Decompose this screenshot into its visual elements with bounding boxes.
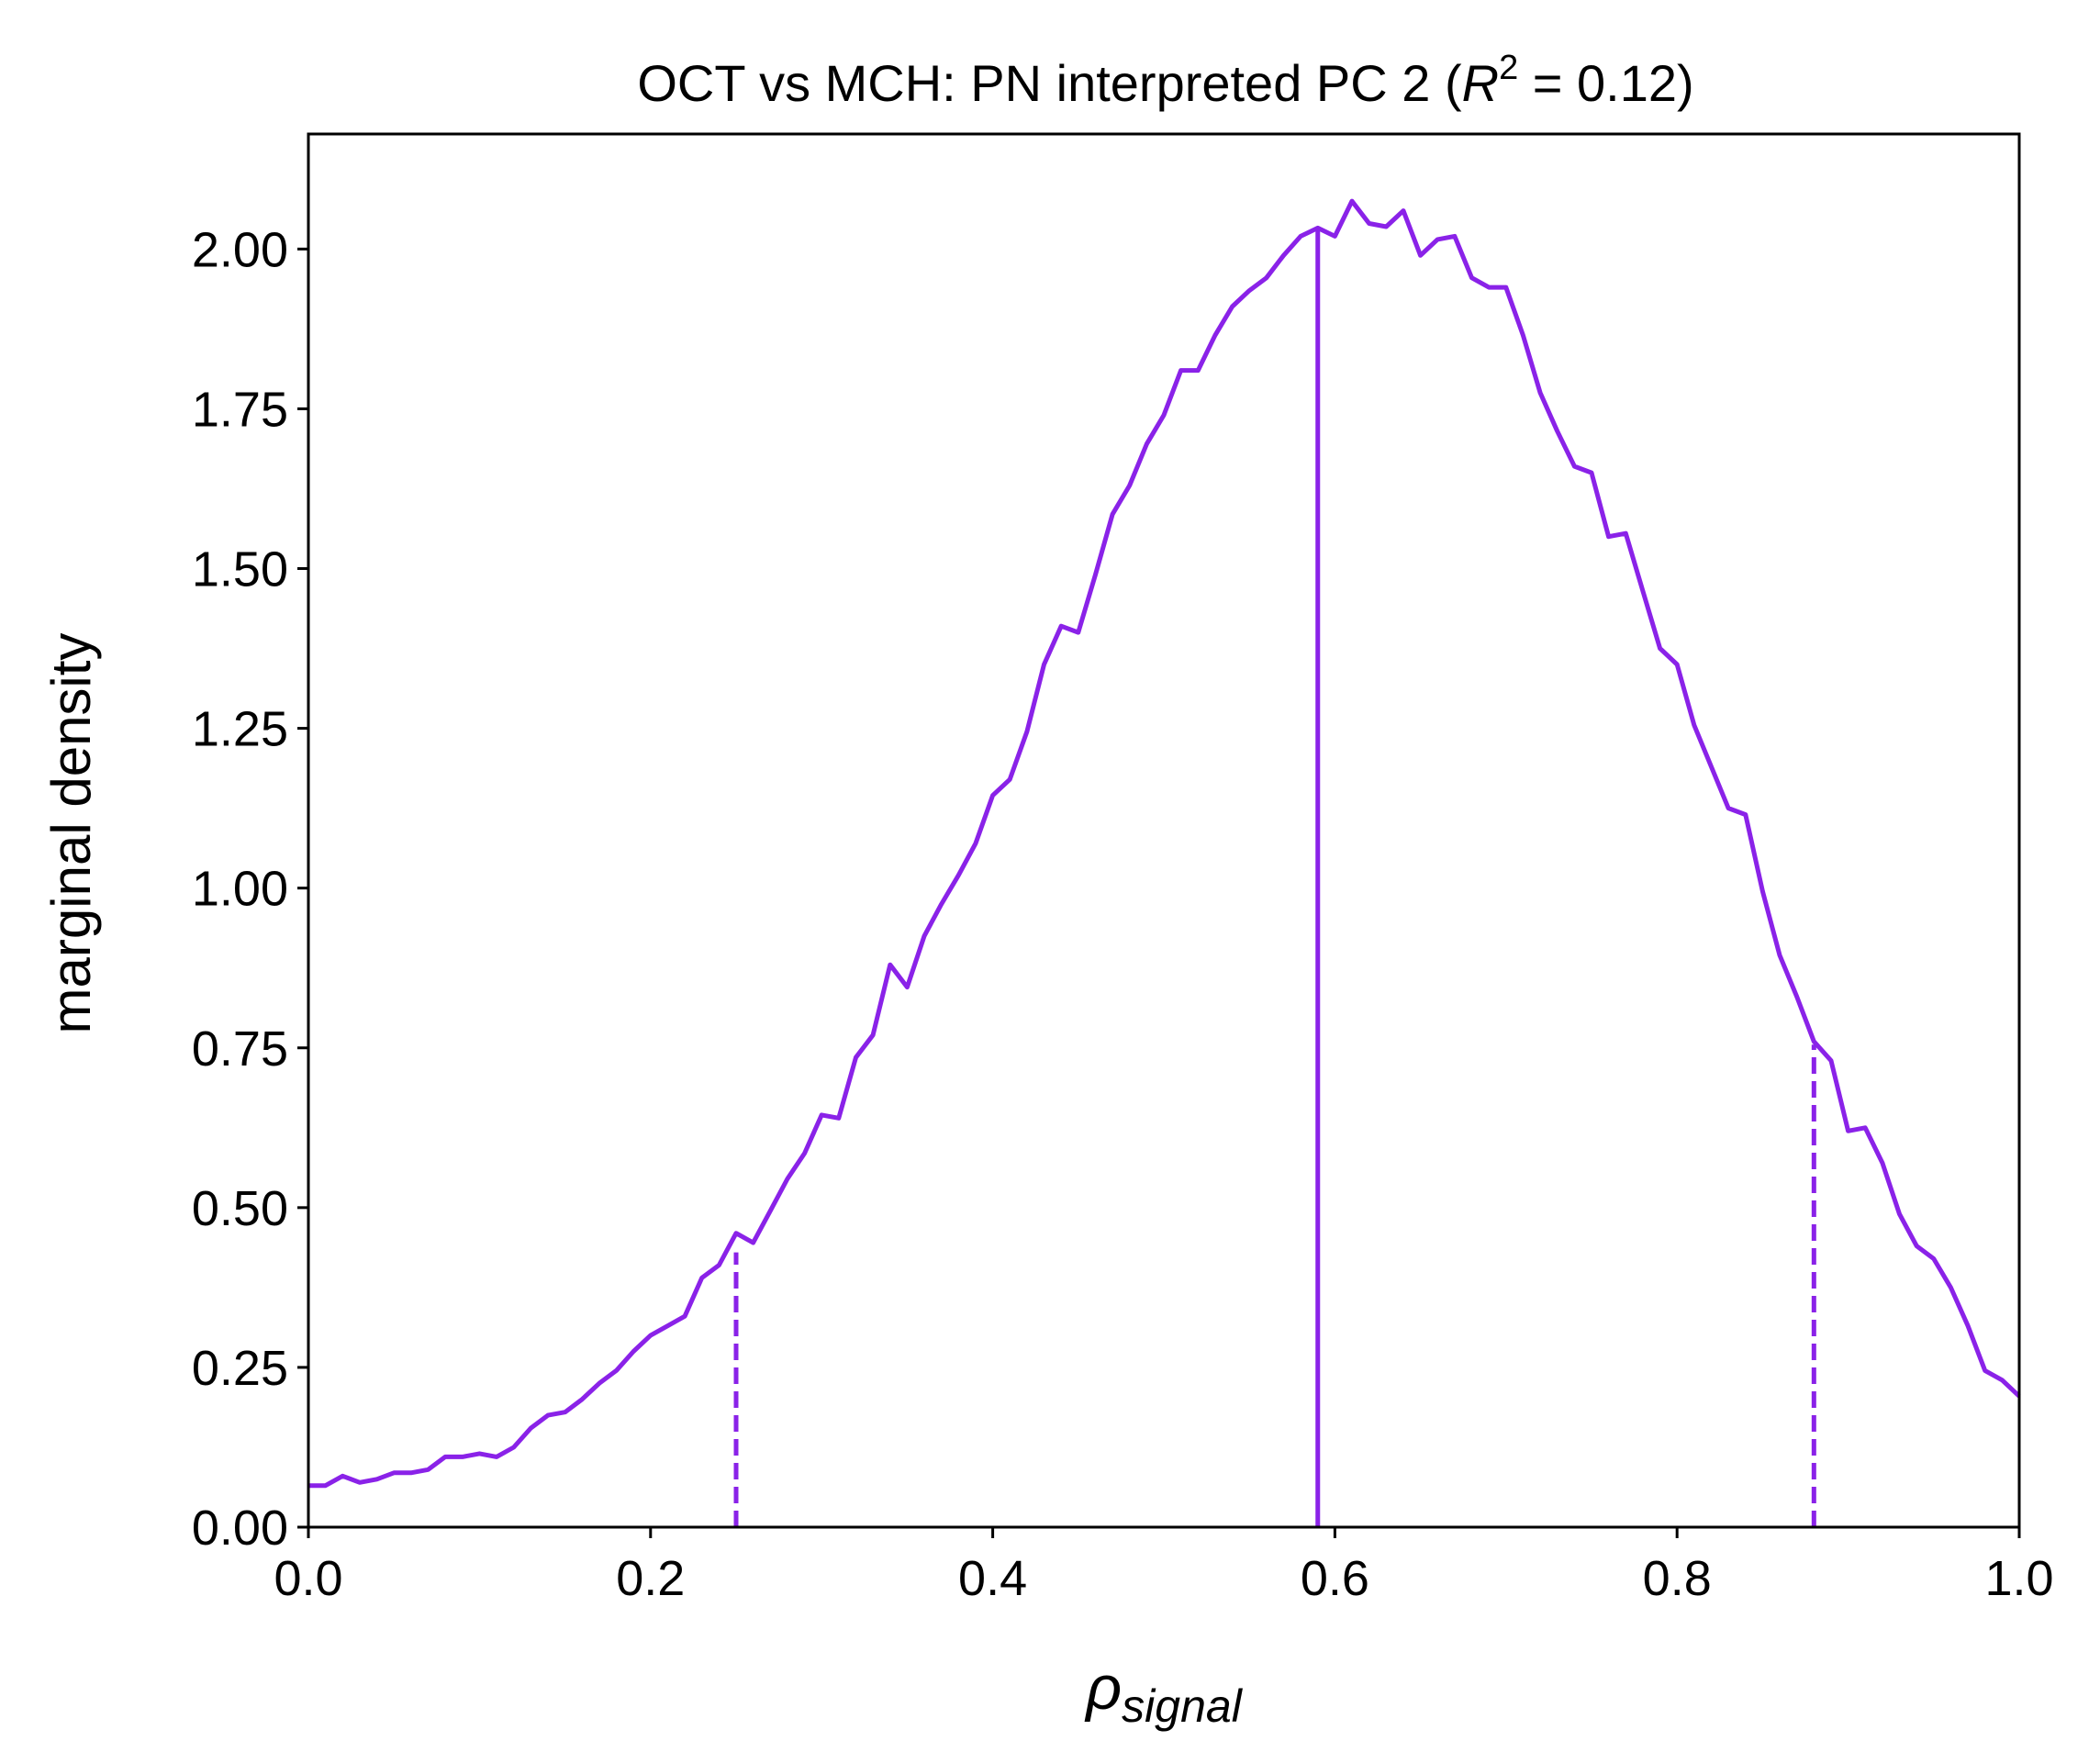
x-tick-label: 0.2 xyxy=(616,1551,685,1606)
x-axis: 0.0 0.2 0.4 0.6 0.8 1.0 xyxy=(274,1527,2054,1606)
x-tick-label: 1.0 xyxy=(1984,1551,2053,1606)
y-tick-label: 0.25 xyxy=(192,1341,288,1396)
density-series-line-0 xyxy=(308,198,2021,1489)
chart-title: OCT vs MCH: PN interpreted PC 2 (R2 = 0.… xyxy=(637,49,1693,112)
x-tick-label: 0.0 xyxy=(274,1551,342,1606)
axes-frame xyxy=(307,132,2021,1529)
y-tick-label: 0.75 xyxy=(192,1021,288,1077)
y-tick-label: 1.00 xyxy=(192,862,288,917)
y-tick-label: 1.50 xyxy=(192,542,288,597)
y-tick-label: 0.50 xyxy=(192,1181,288,1236)
x-tick-label: 0.6 xyxy=(1301,1551,1369,1606)
y-tick-label: 0.00 xyxy=(192,1501,288,1556)
x-axis-label: ρsignal xyxy=(1084,1653,1243,1732)
y-axis: 0.00 0.25 0.50 0.75 1.00 1.25 1.50 1.75 2.00 xyxy=(192,222,308,1556)
x-tick-label: 0.4 xyxy=(958,1551,1027,1606)
y-tick-label: 1.75 xyxy=(192,382,288,437)
y-tick-label: 2.00 xyxy=(192,222,288,277)
x-tick-label: 0.8 xyxy=(1643,1551,1712,1606)
y-tick-label: 1.25 xyxy=(192,702,288,757)
y-axis-label: marginal density xyxy=(40,633,102,1034)
plot-area xyxy=(308,198,2021,1527)
